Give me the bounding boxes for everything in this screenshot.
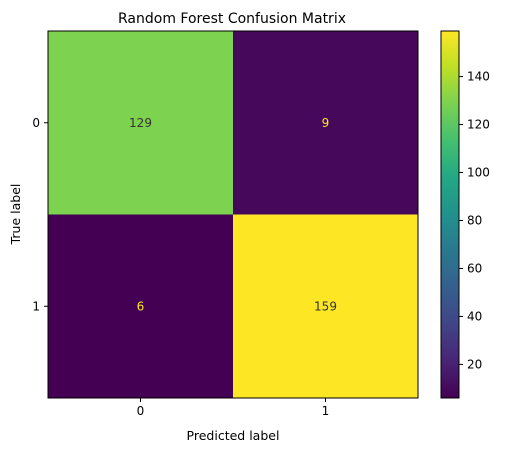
chart-title: Random Forest Confusion Matrix <box>118 11 346 27</box>
matrix-cell <box>48 214 233 398</box>
cell-value-label: 6 <box>137 299 145 313</box>
colorbar-frame <box>440 30 460 399</box>
x-tick-label: 1 <box>322 404 330 418</box>
y-axis-ticks: 01 <box>32 116 48 313</box>
plot-frame <box>47 30 419 399</box>
x-axis-label: Predicted label <box>187 428 280 443</box>
matrix-cell <box>233 31 418 215</box>
colorbar-tick-label: 60 <box>467 261 482 275</box>
colorbar-tick-label: 120 <box>467 118 490 132</box>
matrix-cells: 129 9 6 159 <box>48 31 418 398</box>
matrix-cell <box>48 31 233 215</box>
cell-value-label: 129 <box>129 116 152 130</box>
y-axis-label: True label <box>8 184 23 246</box>
colorbar-tick-label: 40 <box>467 309 482 323</box>
x-tick-label: 0 <box>137 404 145 418</box>
colorbar-tick-label: 20 <box>467 357 482 371</box>
cell-value-label: 159 <box>314 299 337 313</box>
y-tick-label: 1 <box>32 299 40 313</box>
cell-value-label: 9 <box>322 116 330 130</box>
colorbar-tick-label: 100 <box>467 166 490 180</box>
colorbar-ticks: 20 40 60 80 100 120 140 <box>459 70 490 371</box>
y-tick-label: 0 <box>32 116 40 130</box>
matrix-cell <box>233 214 418 398</box>
colorbar-gradient <box>441 31 459 398</box>
colorbar-tick-label: 140 <box>467 70 490 84</box>
colorbar-tick-label: 80 <box>467 213 482 227</box>
